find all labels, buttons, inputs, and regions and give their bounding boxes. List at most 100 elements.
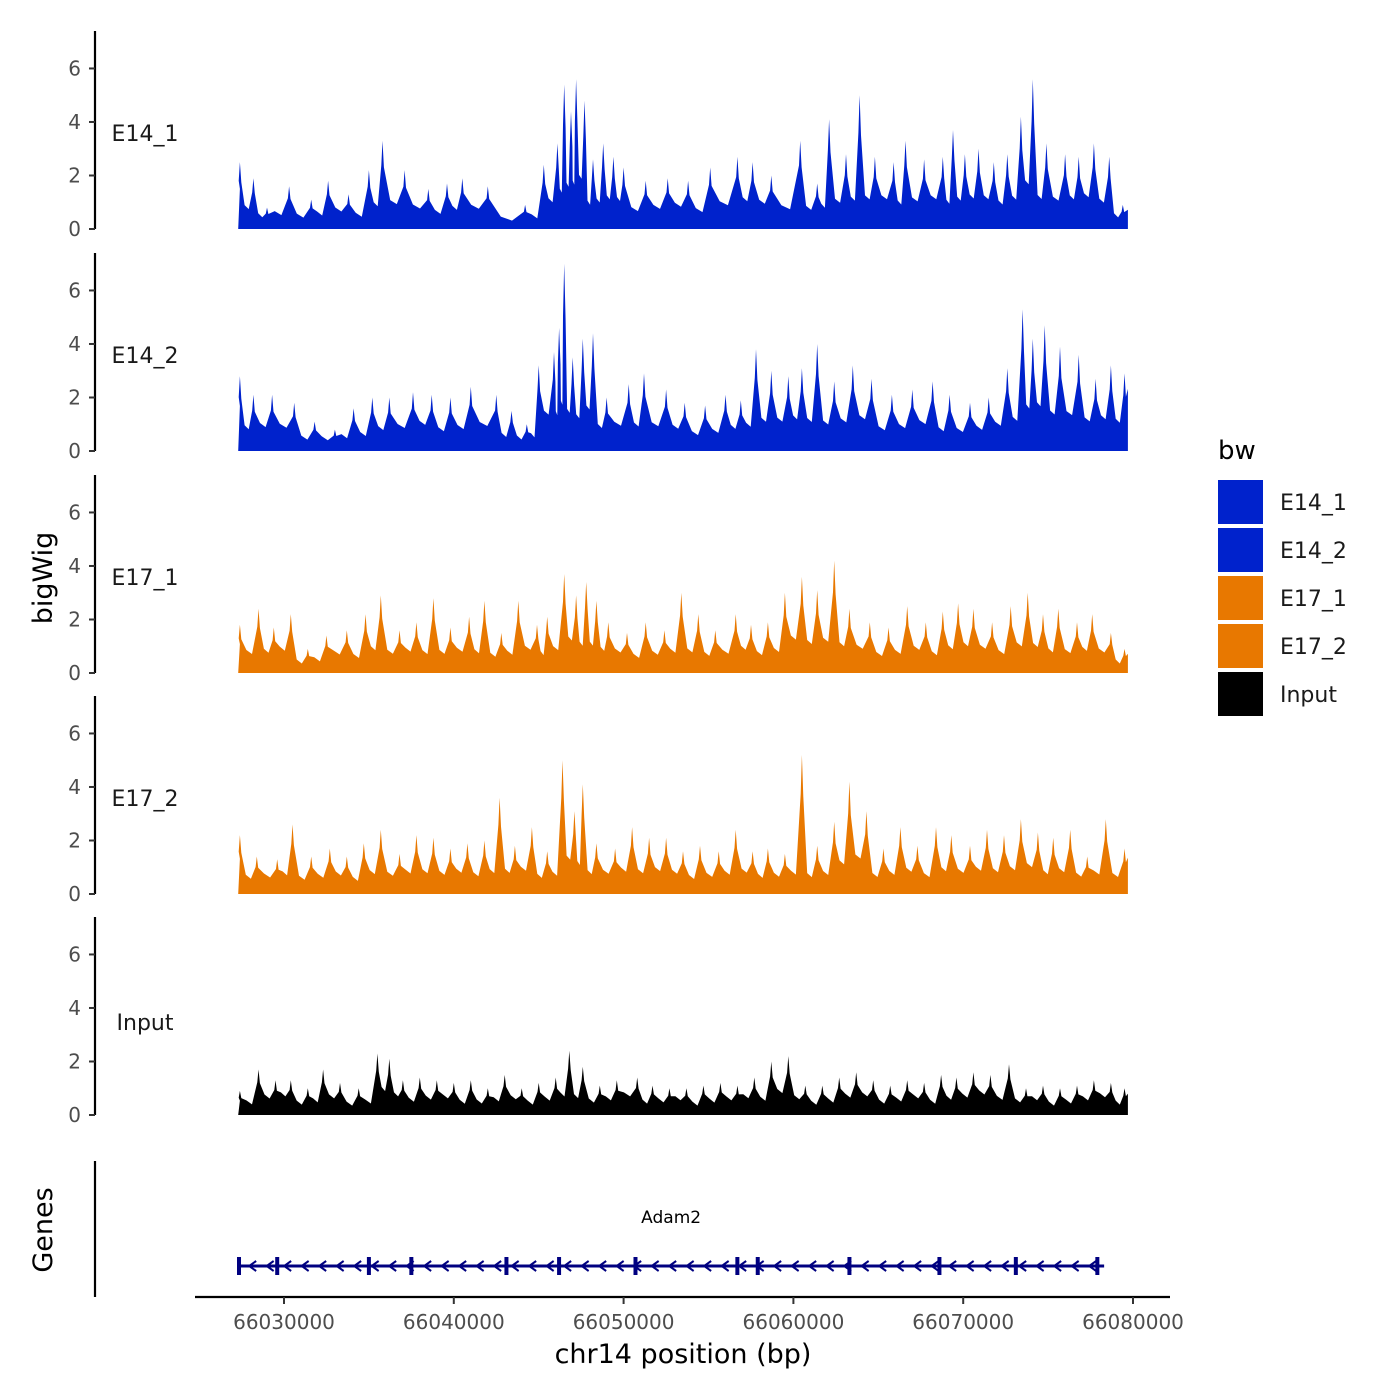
- strand-arrow: [317, 1260, 327, 1272]
- legend-swatch-e14-1: [1218, 480, 1263, 524]
- legend-label-e17-1: E17_1: [1280, 587, 1347, 612]
- gene-exon: [847, 1257, 852, 1275]
- y-tick-label: 2: [68, 828, 81, 852]
- legend-swatch-input: [1218, 672, 1263, 716]
- y-tick-label: 0: [68, 1103, 81, 1127]
- strand-arrow: [474, 1260, 485, 1272]
- y-tick-label: 2: [68, 385, 81, 409]
- y-tick-label: 6: [68, 56, 81, 80]
- strand-arrow: [772, 1260, 782, 1272]
- legend-swatch-e14-2: [1218, 528, 1263, 572]
- x-axis-title: chr14 position (bp): [555, 1339, 812, 1370]
- strand-arrow: [684, 1260, 695, 1272]
- strand-arrow: [1087, 1260, 1097, 1272]
- y-tick-label: 2: [68, 607, 81, 631]
- strand-arrow: [1069, 1260, 1080, 1272]
- legend-label-e14-2: E14_2: [1280, 539, 1347, 564]
- strand-arrow: [824, 1260, 835, 1272]
- x-tick-label: 66060000: [743, 1310, 845, 1334]
- legend-label-e17-2: E17_2: [1280, 635, 1347, 660]
- track-label-input: Input: [117, 1011, 174, 1036]
- strand-arrow: [457, 1260, 467, 1272]
- strand-arrow: [877, 1260, 887, 1272]
- genes-axis-title: Genes: [28, 1187, 59, 1272]
- signal-area-input: [238, 1050, 1128, 1115]
- gene-exon: [755, 1257, 760, 1275]
- track-input: 0 2 4 6 Input: [68, 917, 1128, 1127]
- strand-arrow: [667, 1260, 677, 1272]
- strand-arrow: [527, 1260, 537, 1272]
- y-tick-label: 0: [68, 439, 81, 463]
- x-tick-label: 66040000: [403, 1310, 505, 1334]
- signal-area-e14-2: [238, 263, 1128, 451]
- strand-arrow: [369, 1260, 380, 1272]
- strand-arrow: [1034, 1260, 1045, 1272]
- legend-title: bw: [1218, 436, 1256, 466]
- gene-exon: [1013, 1257, 1018, 1275]
- gene-exon: [504, 1257, 509, 1275]
- gene-exon: [237, 1257, 242, 1275]
- strand-arrow: [999, 1260, 1010, 1272]
- strand-arrow: [299, 1260, 310, 1272]
- strand-arrow: [247, 1260, 257, 1272]
- track-label-e17-1: E17_1: [112, 566, 179, 591]
- y-tick-label: 4: [68, 110, 81, 134]
- strand-arrow: [334, 1260, 345, 1272]
- strand-arrow: [492, 1260, 502, 1272]
- strand-arrow: [597, 1260, 607, 1272]
- y-tick-label: 0: [68, 882, 81, 906]
- strand-arrow: [719, 1260, 730, 1272]
- legend-label-input: Input: [1280, 683, 1337, 708]
- gene-exon: [366, 1257, 371, 1275]
- gene-name-label: Adam2: [641, 1208, 701, 1228]
- y-tick-label: 4: [68, 554, 81, 578]
- gene-exon: [1095, 1257, 1100, 1275]
- y-tick-label: 4: [68, 332, 81, 356]
- y-tick-label: 6: [68, 278, 81, 302]
- y-tick-label: 4: [68, 775, 81, 799]
- y-tick-label: 6: [68, 721, 81, 745]
- strand-arrow: [894, 1260, 905, 1272]
- strand-arrow: [1052, 1260, 1062, 1272]
- track-label-e14-1: E14_1: [112, 122, 179, 147]
- strand-arrow: [544, 1260, 555, 1272]
- gene-track: Adam2: [93, 1161, 1105, 1297]
- track-e14-2: 0 2 4 6 E14_2: [68, 253, 1128, 463]
- signal-tracks: 0 2 4 6 E14_1 0 2 4 6 E14_2 0 2 4 6 E17_1 0 2 4 6 E17_2 0 2 4 6…: [68, 31, 1128, 1127]
- strand-arrow: [614, 1260, 625, 1272]
- x-tick-label: 66080000: [1082, 1310, 1184, 1334]
- strand-arrow: [422, 1260, 432, 1272]
- gene-exon: [633, 1257, 638, 1275]
- x-tick-label: 66030000: [233, 1310, 335, 1334]
- y-tick-label: 4: [68, 996, 81, 1020]
- track-e17-2: 0 2 4 6 E17_2: [68, 696, 1128, 906]
- legend-label-e14-1: E14_1: [1280, 491, 1347, 516]
- gene-exon: [937, 1257, 942, 1275]
- gene-adam2: Adam2: [237, 1208, 1105, 1275]
- legend-swatch-e17-1: [1218, 576, 1263, 620]
- strand-arrow: [562, 1260, 572, 1272]
- legend-swatch-e17-2: [1218, 624, 1263, 668]
- gene-exon: [735, 1257, 740, 1275]
- strand-arrow: [947, 1260, 957, 1272]
- legend: bw E14_1 E14_2 E17_1 E17_2 Input: [1218, 436, 1347, 716]
- signal-area-e17-1: [238, 560, 1128, 673]
- track-label-e17-2: E17_2: [112, 787, 179, 812]
- x-axis: 66030000 66040000 66050000 66060000 66070000…: [195, 1295, 1184, 1334]
- strand-arrow: [282, 1260, 292, 1272]
- strand-arrow: [352, 1260, 362, 1272]
- track-e17-1: 0 2 4 6 E17_1: [68, 475, 1128, 685]
- strand-arrow: [859, 1260, 870, 1272]
- y-tick-label: 2: [68, 1049, 81, 1073]
- gene-exon: [275, 1257, 280, 1275]
- signal-area-e14-1: [238, 79, 1128, 229]
- track-e14-1: 0 2 4 6 E14_1: [68, 31, 1128, 241]
- x-tick-label: 66050000: [573, 1310, 675, 1334]
- strand-arrow: [439, 1260, 450, 1272]
- strand-arrow: [264, 1260, 275, 1272]
- x-tick-label: 66070000: [912, 1310, 1014, 1334]
- y-tick-label: 6: [68, 500, 81, 524]
- signal-area-e17-2: [238, 754, 1128, 894]
